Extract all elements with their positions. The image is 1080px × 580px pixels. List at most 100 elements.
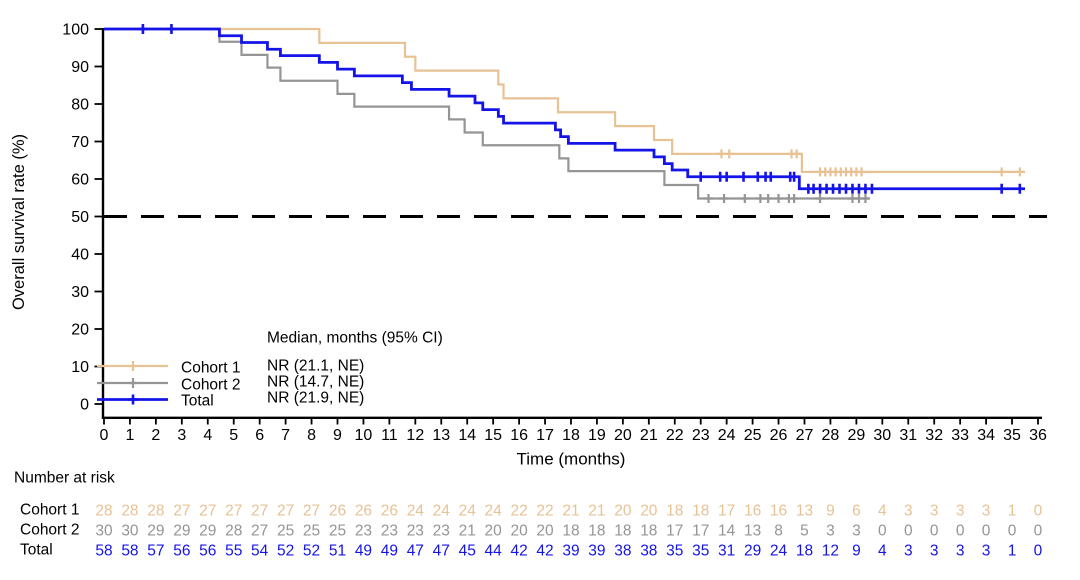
risk-count-cohort2-m36: 0 [1034,523,1043,540]
legend-label-cohort1: Cohort 1 [181,359,241,377]
risk-count-cohort1-m7: 27 [277,503,294,520]
x-axis-tick-label: 6 [255,427,264,444]
x-axis-title: Time (months) [516,449,626,469]
risk-count-total-m16: 42 [510,543,527,560]
risk-count-total-m11: 49 [381,543,398,560]
risk-count-total-m21: 38 [640,543,657,560]
legend-censor-mark-total [128,394,138,405]
risk-count-cohort1-m5: 27 [225,503,242,520]
risk-count-cohort2-m31: 0 [904,523,913,540]
risk-count-cohort1-m11: 26 [381,503,398,520]
risk-count-total-m6: 54 [251,543,269,560]
risk-count-cohort2-m1: 30 [121,523,139,540]
risk-count-total-m10: 49 [355,543,372,560]
legend-censor-mark-cohort2 [128,378,138,388]
x-axis-tick-label: 33 [951,427,969,444]
risk-count-total-m30: 4 [878,543,887,560]
risk-count-cohort2-m5: 28 [225,523,242,540]
x-axis-tick-label: 17 [536,427,554,444]
risk-count-cohort2-m10: 23 [355,523,372,540]
legend-label-cohort2: Cohort 2 [181,376,241,394]
risk-count-cohort2-m8: 25 [303,523,320,540]
risk-count-cohort1-m9: 26 [329,503,346,520]
x-axis-tick-label: 0 [100,427,109,444]
x-axis-tick-label: 36 [1029,427,1047,444]
risk-count-total-m7: 52 [277,543,294,560]
x-axis-tick-label: 7 [281,427,290,444]
y-axis-tick-label: 50 [71,209,89,226]
x-axis-tick-label: 26 [770,427,788,444]
y-axis-tick-label: 20 [71,322,89,339]
risk-count-cohort1-m36: 0 [1034,503,1043,520]
risk-count-cohort1-m32: 3 [930,503,939,520]
risk-count-cohort1-m24: 17 [718,503,735,520]
risk-count-total-m4: 56 [199,543,216,560]
risk-count-cohort1-m10: 26 [355,503,372,520]
y-axis-tick-label: 100 [62,22,89,39]
risk-count-cohort2-m0: 30 [95,523,113,540]
x-axis-tick-label: 35 [1003,427,1021,444]
risk-count-cohort1-m16: 22 [510,503,527,520]
risk-count-total-m13: 47 [433,543,450,560]
y-axis-tick-label: 10 [71,359,89,376]
risk-count-cohort1-m6: 27 [251,503,268,520]
risk-count-cohort1-m31: 3 [904,503,913,520]
y-axis-tick-label: 30 [71,284,89,301]
risk-count-cohort2-m13: 23 [433,523,450,540]
risk-count-total-m19: 39 [588,543,605,560]
x-axis-tick-label: 3 [177,427,186,444]
risk-count-cohort2-m25: 13 [744,523,761,540]
km-curve-total [104,27,1026,191]
risk-count-cohort2-m24: 14 [718,523,736,540]
risk-count-total-m22: 35 [666,543,683,560]
risk-count-total-m32: 3 [930,543,939,560]
risk-count-cohort1-m34: 3 [982,503,991,520]
risk-count-total-m26: 24 [770,543,788,560]
risk-count-cohort2-m21: 18 [640,523,657,540]
risk-count-total-m15: 44 [485,543,503,560]
x-axis-tick-label: 13 [432,427,450,444]
risk-count-total-m28: 12 [822,543,839,560]
risk-count-total-m20: 38 [614,543,631,560]
risk-count-cohort1-m26: 16 [770,503,787,520]
risk-count-cohort2-m16: 20 [510,523,528,540]
x-axis-tick-label: 30 [873,427,891,444]
risk-count-cohort1-m22: 18 [666,503,683,520]
risk-count-cohort1-m15: 24 [485,503,503,520]
risk-count-cohort1-m8: 27 [303,503,320,520]
x-axis-tick-label: 12 [406,427,424,444]
x-axis-tick-label: 20 [614,427,632,444]
legend-label-total: Total [181,392,214,410]
y-axis-tick-label: 90 [71,59,89,76]
risk-count-cohort1-m33: 3 [956,503,965,520]
risk-count-cohort2-m26: 8 [774,523,783,540]
x-axis-tick-label: 27 [796,427,814,444]
risk-count-cohort1-m23: 18 [692,503,709,520]
x-axis-tick-label: 4 [203,427,212,444]
risk-count-cohort2-m30: 0 [878,523,887,540]
risk-count-cohort1-m19: 21 [588,503,605,520]
risk-count-cohort2-m34: 0 [982,523,991,540]
risk-count-total-m35: 1 [1008,543,1017,560]
risk-count-total-m23: 35 [692,543,709,560]
number-at-risk-label: Number at risk [14,469,115,487]
x-axis-tick-label: 14 [458,427,476,444]
risk-count-cohort2-m4: 29 [199,523,216,540]
legend-censor-mark-cohort1 [128,361,138,371]
risk-count-cohort2-m23: 17 [692,523,709,540]
risk-count-cohort2-m7: 25 [277,523,294,540]
x-axis-tick-label: 10 [355,427,373,444]
risk-count-cohort2-m17: 20 [536,523,554,540]
y-axis-tick-label: 60 [71,172,89,189]
risk-count-cohort1-m13: 24 [433,503,451,520]
risk-count-total-m2: 57 [147,543,164,560]
risk-count-cohort2-m27: 5 [800,523,809,540]
km-censor-marks-cohort1 [166,24,1025,177]
x-axis-tick-label: 8 [307,427,316,444]
risk-count-cohort2-m6: 27 [251,523,268,540]
risk-count-cohort2-m32: 0 [930,523,939,540]
x-axis-tick-label: 1 [125,427,134,444]
risk-count-cohort1-m2: 28 [147,503,164,520]
risk-count-total-m31: 3 [904,543,913,560]
